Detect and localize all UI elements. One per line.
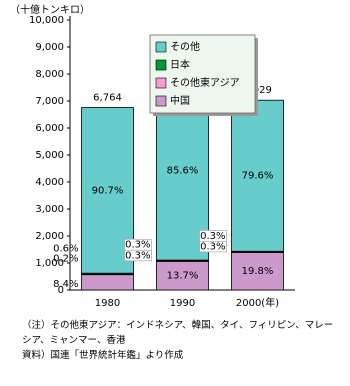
legend-swatch (155, 59, 167, 71)
legend-label: その他東アジア (170, 76, 240, 89)
bar-segment (156, 260, 209, 291)
share-label: 13.7% (167, 271, 199, 282)
share-label: 0.6% (53, 243, 78, 254)
chart: （十億トンキロ） 0 1,000 2,000 3,000 4,000 5,000 6,000… (10, 3, 295, 309)
y-axis-label: （十億トンキロ） (10, 3, 90, 16)
legend-swatch (155, 95, 167, 107)
share-label: 0.3% (125, 240, 150, 251)
share-label: 8.4% (53, 279, 78, 290)
legend-swatch (155, 77, 167, 89)
y-tick-label: 2,000 (35, 231, 64, 242)
total-label: 6,764 (93, 92, 122, 103)
notes: （注）その他東アジア：インドネシア、韓国、タイ、フィリピン、マレーシア、ミャンマ… (22, 318, 342, 363)
y-tick-label: 5,000 (35, 150, 64, 161)
label-box (199, 230, 227, 242)
label-box (124, 238, 152, 251)
bar-segment (231, 252, 284, 291)
bar-segment (231, 99, 284, 252)
share-label: 85.6% (167, 166, 199, 177)
note: 資料）国連「世界統計年鑑」より作成 (22, 350, 184, 361)
y-tick-label: 3,000 (35, 204, 64, 215)
y-tick-label: 1,000 (35, 258, 64, 269)
share-label: 0.3% (125, 250, 150, 261)
share-label: 0.3% (200, 241, 225, 252)
note: （注）その他東アジア：インドネシア、韓国、タイ、フィリピン、マレーシア、ミャンマ… (22, 320, 334, 346)
y-tick-label: 0 (58, 285, 64, 296)
share-label: 0.2% (53, 254, 78, 265)
legend-label: 中国 (170, 94, 190, 107)
y-tick-label: 6,000 (35, 123, 64, 134)
y-tick-label: 8,000 (35, 69, 64, 80)
x-tick-label: 1980 (95, 298, 120, 309)
legend-swatch (155, 41, 167, 53)
y-tick-label: 10,000 (29, 15, 64, 26)
x-tick-label: 1990 (170, 298, 195, 309)
y-tick-label: 7,000 (35, 96, 64, 107)
share-label: 79.6% (242, 171, 274, 182)
y-tick-label: 4,000 (35, 177, 64, 188)
legend-label: その他 (170, 40, 200, 53)
bar-segment (81, 274, 134, 291)
legend-box (149, 34, 256, 114)
share-label: 19.8% (242, 266, 274, 277)
share-label: 0.3% (200, 231, 225, 242)
y-tick-label: 9,000 (35, 42, 64, 53)
share-label: 90.7% (92, 185, 124, 196)
x-tick-label: 2000(年) (236, 296, 279, 309)
legend-label: 日本 (170, 58, 190, 71)
